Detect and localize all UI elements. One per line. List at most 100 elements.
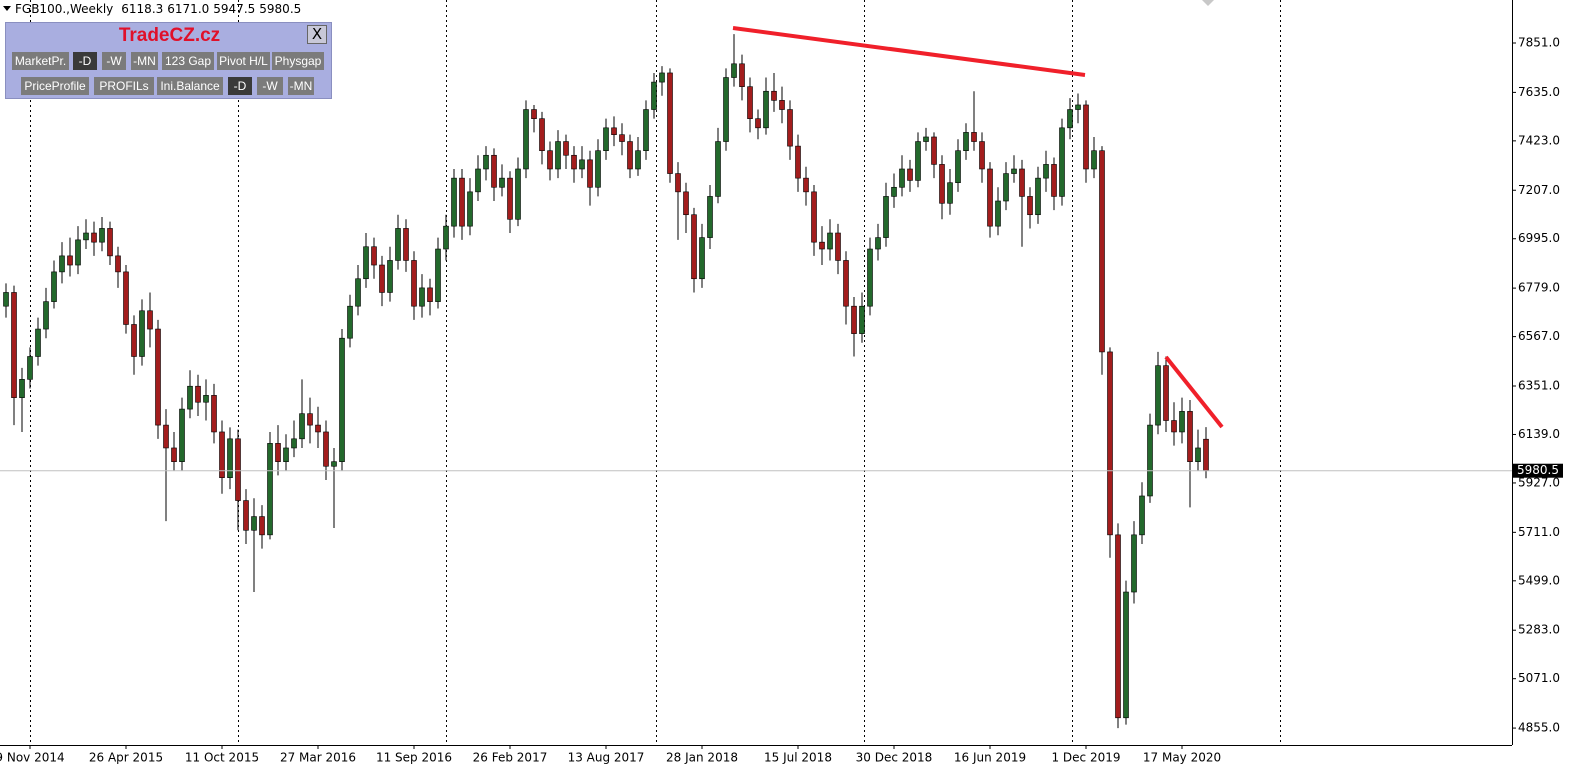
candle-body <box>979 141 985 170</box>
candle-body <box>715 141 721 197</box>
y-tick-label: 6139.0 <box>1518 427 1560 441</box>
candle-body <box>299 413 305 440</box>
candle-body <box>91 232 97 243</box>
close-button[interactable]: X <box>307 25 327 44</box>
shift-marker <box>1202 0 1214 6</box>
candle-body <box>651 81 657 110</box>
candle-body <box>283 447 289 462</box>
candle-body <box>931 136 937 165</box>
candle-body <box>699 237 705 280</box>
candle-body <box>27 356 33 380</box>
candle-body <box>115 255 121 273</box>
button[interactable]: -MN <box>131 52 158 70</box>
button[interactable]: -W <box>257 77 283 95</box>
candle-body <box>371 246 377 266</box>
candle-body <box>923 136 929 142</box>
candle-body <box>867 248 873 307</box>
candle-body <box>795 145 801 179</box>
y-tick-label: 6351.0 <box>1518 378 1560 392</box>
y-tick-label: 5283.0 <box>1518 623 1560 637</box>
button[interactable]: -W <box>102 52 126 70</box>
candle-body <box>963 132 969 151</box>
candle-body <box>1075 104 1081 110</box>
candle-body <box>59 255 65 273</box>
plot-area <box>0 0 1512 745</box>
button[interactable]: -MN <box>288 77 314 95</box>
x-tick-label: 16 Jun 2019 <box>954 751 1026 765</box>
x-tick-label: 1 Dec 2019 <box>1051 751 1120 765</box>
candle-body <box>883 196 889 238</box>
y-tick-label: 5071.0 <box>1518 671 1560 685</box>
candle-body <box>331 461 337 467</box>
button[interactable]: -D <box>228 77 252 95</box>
candle-body <box>123 271 129 325</box>
candle-body <box>403 228 409 261</box>
candle-body <box>771 90 777 101</box>
header-close: 5980.5 <box>259 2 301 16</box>
candle-body <box>691 214 697 280</box>
y-tick-label: 7207.0 <box>1518 183 1560 197</box>
candle-body <box>227 438 233 478</box>
candle-body <box>619 134 625 142</box>
button[interactable]: Physgap <box>272 52 324 70</box>
candle-body <box>395 228 401 261</box>
candle-body <box>731 63 737 78</box>
button[interactable]: Pivot H/L <box>217 52 270 70</box>
x-tick-label: 9 Nov 2014 <box>0 751 65 765</box>
button[interactable]: 123 Gap <box>162 52 214 70</box>
candle-body <box>891 186 897 197</box>
candle-body <box>499 177 505 188</box>
button[interactable]: MarketPr. <box>12 52 69 70</box>
button[interactable]: PROFILs <box>94 77 154 95</box>
candle-body <box>907 168 913 181</box>
candle-body <box>587 159 593 188</box>
candle-body <box>171 447 177 462</box>
candle-body <box>1083 104 1089 170</box>
x-tick-label: 11 Oct 2015 <box>185 751 259 765</box>
candle-body <box>195 385 201 403</box>
candle-body <box>659 72 665 83</box>
candle-body <box>443 225 449 250</box>
y-tick-label: 7851.0 <box>1518 35 1560 49</box>
candle-body <box>843 260 849 307</box>
candle-body <box>1123 591 1129 719</box>
header-low: 5947.5 <box>213 2 255 16</box>
candle-body <box>211 395 217 433</box>
candle-body <box>307 413 313 426</box>
candle-body <box>51 271 57 302</box>
candle-body <box>475 168 481 193</box>
candles <box>0 34 1512 729</box>
candle-body <box>1067 109 1073 129</box>
candle-body <box>355 278 361 307</box>
candle-body <box>235 438 241 501</box>
candle-body <box>747 86 753 119</box>
candle-body <box>851 305 857 334</box>
candle-body <box>1195 447 1201 462</box>
x-tick-label: 27 Mar 2016 <box>280 751 356 765</box>
candle-body <box>291 438 297 449</box>
period-separators <box>30 0 1281 745</box>
candle-body <box>11 292 17 398</box>
candle-body <box>43 301 49 330</box>
x-tick-label: 11 Sep 2016 <box>376 751 452 765</box>
candle-body <box>755 118 761 129</box>
candle-body <box>915 141 921 181</box>
button[interactable]: Ini.Balance <box>157 77 223 95</box>
candle-body <box>1091 150 1097 170</box>
candle-body <box>779 100 785 110</box>
candle-body <box>827 232 833 250</box>
candle-body <box>75 239 81 266</box>
candle-body <box>1099 150 1105 353</box>
candle-body <box>219 431 225 478</box>
candle-body <box>579 159 585 170</box>
button[interactable]: -D <box>73 52 97 70</box>
candle-body <box>83 232 89 241</box>
candle-body <box>723 77 729 142</box>
price-label: 5980.5 <box>1517 463 1559 477</box>
candle-body <box>275 443 281 462</box>
y-tick-label: 5499.0 <box>1518 573 1560 587</box>
candle-body <box>155 328 161 426</box>
candle-body <box>875 237 881 250</box>
button[interactable]: PriceProfile <box>21 77 89 95</box>
